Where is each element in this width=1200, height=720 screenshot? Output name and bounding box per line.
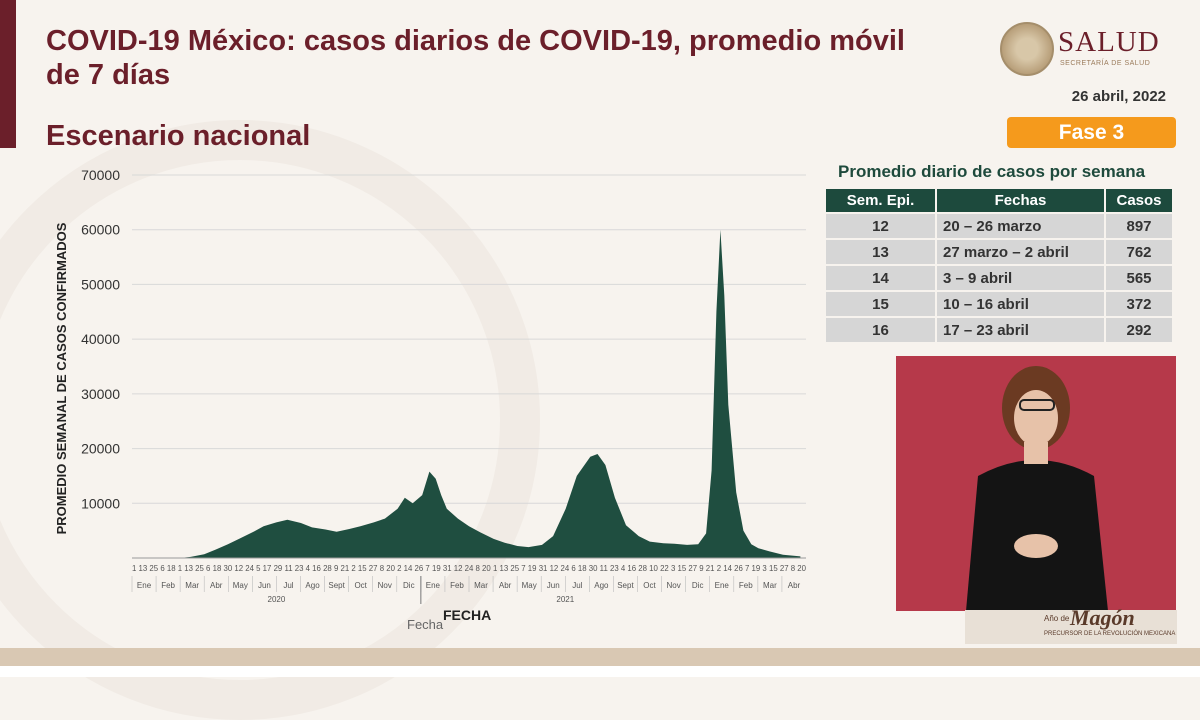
y-tick-label: 20000 (81, 441, 120, 457)
month-label: Jul (283, 581, 293, 590)
month-label: Feb (161, 581, 175, 590)
y-tick-label: 70000 (81, 167, 120, 183)
y-tick-label: 30000 (81, 386, 120, 402)
page-subtitle: Escenario nacional (46, 120, 311, 152)
month-label: Oct (643, 581, 656, 590)
month-label: Ago (594, 581, 609, 590)
year-label: 2020 (268, 595, 286, 604)
y-tick-label: 60000 (81, 222, 120, 238)
salud-logo-subtext: SECRETARÍA DE SALUD (1060, 60, 1151, 67)
national-seal-icon (1000, 22, 1054, 76)
banner-subtext: PRECURSOR DE LA REVOLUCIÓN MEXICANA (1044, 631, 1176, 637)
month-label: May (233, 581, 248, 590)
table-row: 15 10 – 16 abril 372 (826, 292, 1172, 316)
cases-area-series (132, 229, 801, 558)
column-header-dates: Fechas (937, 189, 1104, 212)
month-label: Ene (137, 581, 152, 590)
x-axis-label: FECHA (443, 607, 491, 623)
week-cell: 16 (826, 318, 935, 342)
week-cell: 15 (826, 292, 935, 316)
month-label: Dic (692, 581, 704, 590)
month-label: Feb (739, 581, 753, 590)
phase-badge: Fase 3 (1007, 117, 1176, 148)
report-date: 26 abril, 2022 (1071, 88, 1166, 105)
weekly-table-title: Promedio diario de casos por semana (838, 162, 1146, 181)
week-cell: 14 (826, 266, 935, 290)
dates-cell: 20 – 26 marzo (937, 214, 1104, 238)
y-tick-label: 10000 (81, 495, 120, 511)
dates-cell: 27 marzo – 2 abril (937, 240, 1104, 264)
x-day-tick-labels: 1 13 25 6 18 1 13 25 6 18 30 12 24 5 17 … (132, 564, 807, 573)
year-label: 2021 (556, 595, 574, 604)
month-label: Abr (210, 581, 223, 590)
month-label: Nov (666, 581, 680, 590)
page-title: COVID-19 México: casos diarios de COVID-… (46, 25, 905, 91)
month-label: Ago (305, 581, 320, 590)
x-axis-label-secondary: Fecha (407, 617, 444, 632)
y-axis-ticks: 10000 20000 30000 40000 50000 60000 70000 (81, 167, 120, 511)
week-cell: 13 (826, 240, 935, 264)
month-label: Mar (185, 581, 199, 590)
footer-bottom-strip (0, 666, 1200, 677)
month-label: Ene (715, 581, 730, 590)
footer-band (0, 648, 1200, 666)
month-label: Feb (450, 581, 464, 590)
dates-cell: 3 – 9 abril (937, 266, 1104, 290)
cases-cell: 762 (1106, 240, 1172, 264)
month-label: Sept (328, 581, 345, 590)
month-label: Sept (617, 581, 634, 590)
salud-logo: SALUD SECRETARÍA DE SALUD (1000, 22, 1180, 76)
table-row: 13 27 marzo – 2 abril 762 (826, 240, 1172, 264)
month-label: Mar (763, 581, 777, 590)
x-year-labels: 2020 2021 (268, 576, 575, 604)
salud-logo-text: SALUD (1058, 26, 1160, 58)
month-label: Oct (354, 581, 367, 590)
magon-banner (965, 610, 1177, 644)
column-header-week: Sem. Epi. (826, 189, 935, 212)
month-label: Mar (474, 581, 488, 590)
table-row: 12 20 – 26 marzo 897 (826, 214, 1172, 238)
banner-year-text: Año de (1044, 614, 1070, 623)
month-label: Nov (378, 581, 392, 590)
month-label: Jun (547, 581, 560, 590)
cases-cell: 292 (1106, 318, 1172, 342)
dates-cell: 10 – 16 abril (937, 292, 1104, 316)
cases-cell: 565 (1106, 266, 1172, 290)
month-label: Ene (426, 581, 441, 590)
table-header-row: Sem. Epi. Fechas Casos (826, 189, 1172, 212)
sign-language-interpreter-video (896, 356, 1176, 611)
dates-cell: 17 – 23 abril (937, 318, 1104, 342)
month-label: Jul (572, 581, 582, 590)
daily-cases-chart: 10000 20000 30000 40000 50000 60000 70000 1 13… (54, 167, 807, 632)
cases-cell: 897 (1106, 214, 1172, 238)
month-label: Abr (788, 581, 801, 590)
y-tick-label: 40000 (81, 331, 120, 347)
weekly-cases-table: Sem. Epi. Fechas Casos 12 20 – 26 marzo … (824, 187, 1174, 344)
month-label: May (522, 581, 537, 590)
y-axis-label: PROMEDIO SEMANAL DE CASOS CONFIRMADOS (54, 222, 69, 534)
column-header-cases: Casos (1106, 189, 1172, 212)
interpreter-figure (966, 366, 1108, 611)
y-tick-label: 50000 (81, 276, 120, 292)
left-accent-bar (0, 0, 16, 148)
x-month-labels: Ene Feb Mar Abr May Jun Jul Ago Sept Oct Nov Dic Ene… (131, 576, 801, 592)
month-label: Jun (258, 581, 271, 590)
month-label: Dic (403, 581, 415, 590)
cases-cell: 372 (1106, 292, 1172, 316)
chart-gridlines (132, 174, 806, 504)
month-label: Abr (499, 581, 512, 590)
banner-magon-text: Magón (1070, 605, 1135, 630)
table-row: 16 17 – 23 abril 292 (826, 318, 1172, 342)
week-cell: 12 (826, 214, 935, 238)
table-row: 14 3 – 9 abril 565 (826, 266, 1172, 290)
